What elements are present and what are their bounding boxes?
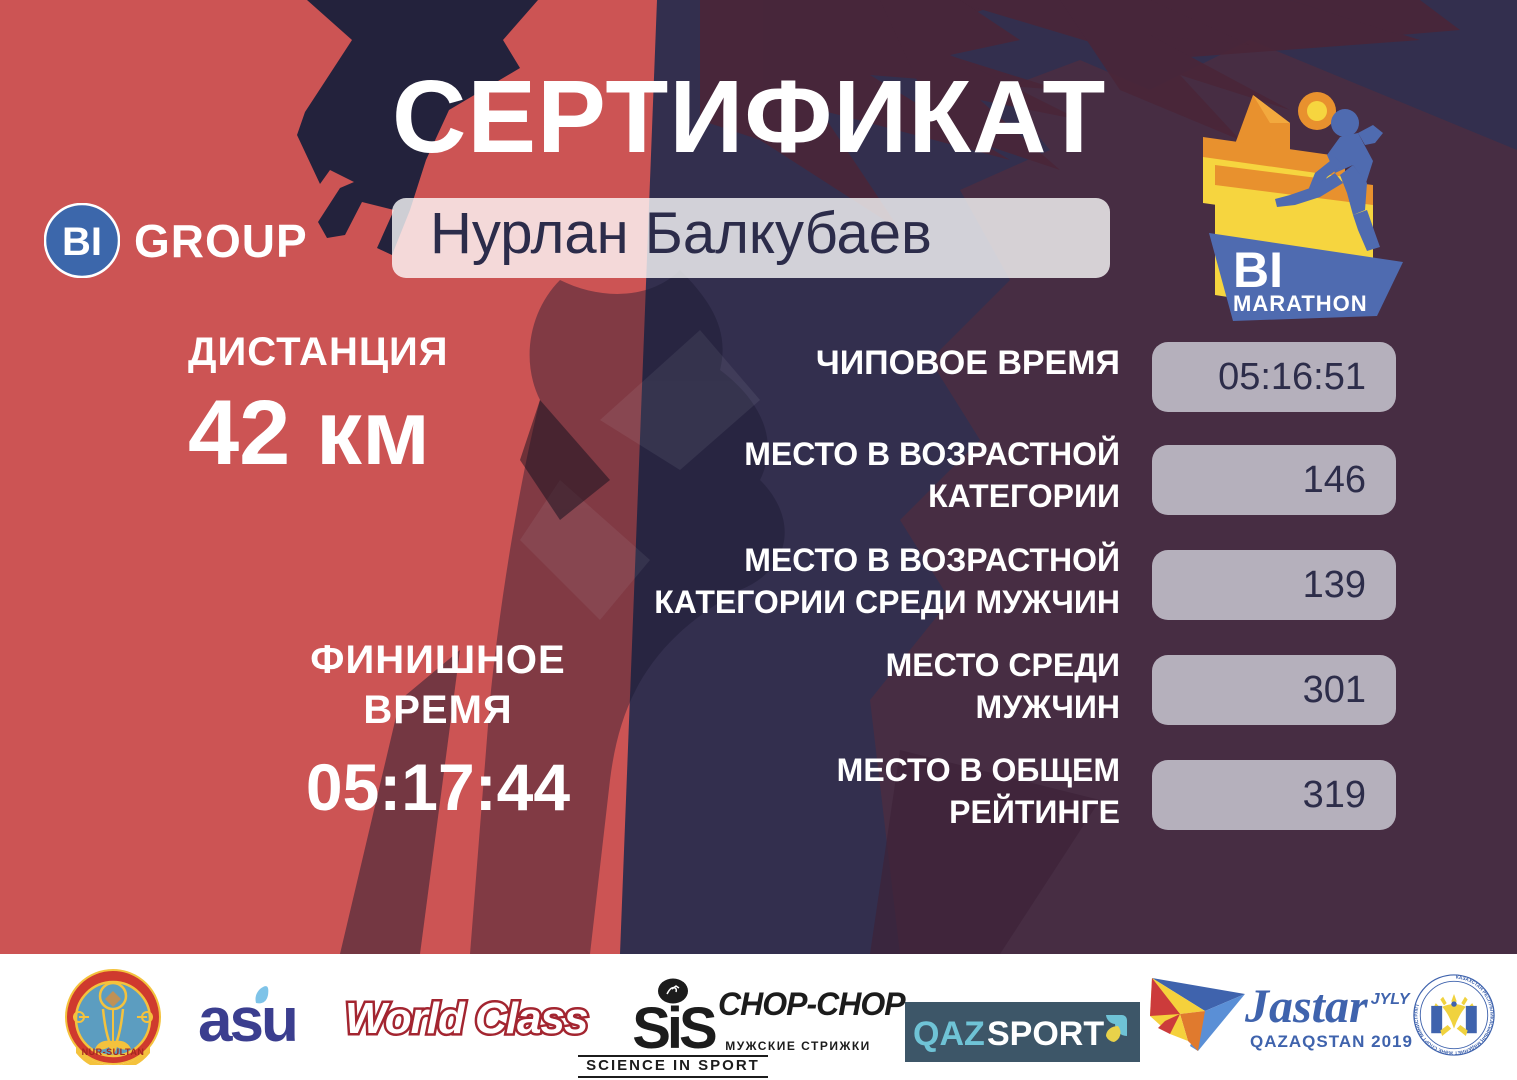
svg-text:QAZ: QAZ: [913, 1015, 985, 1053]
svg-text:asu: asu: [198, 986, 296, 1055]
svg-text:NUR-SULTAN: NUR-SULTAN: [82, 1047, 145, 1057]
svg-text:SPORT: SPORT: [987, 1015, 1104, 1053]
